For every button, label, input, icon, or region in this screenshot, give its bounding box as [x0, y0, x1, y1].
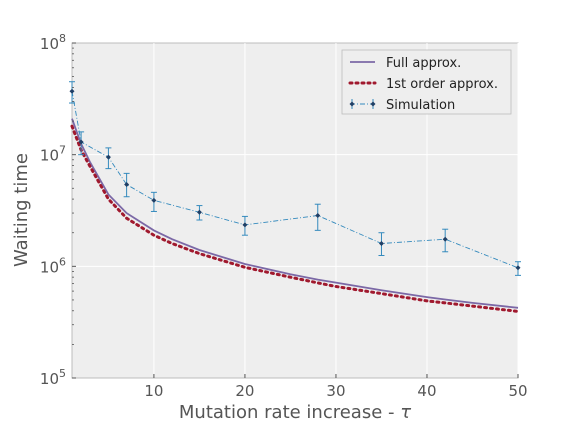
y-axis-label: Waiting time — [11, 153, 32, 267]
series-line — [71, 118, 519, 309]
x-axis-label: Mutation rate increase - τ — [179, 402, 411, 423]
legend-label: Simulation — [386, 98, 455, 113]
data-point — [69, 88, 75, 94]
legend-marker — [349, 101, 355, 107]
x-tick-label: 40 — [417, 382, 436, 400]
x-tick-label: 30 — [326, 382, 345, 400]
series-line — [70, 124, 520, 313]
data-point — [242, 222, 248, 228]
data-point — [442, 236, 448, 242]
y-tick-label: 105 — [40, 367, 66, 388]
legend-label: Full approx. — [386, 56, 461, 71]
y-tick-label: 107 — [40, 144, 66, 165]
x-axis-ticks: 10 20 30 40 50 — [144, 374, 528, 400]
legend: Full approx. 1st order approx. Simulation — [341, 49, 512, 115]
data-point — [515, 265, 521, 271]
legend-marker — [370, 101, 376, 107]
x-tick-label: 20 — [235, 382, 254, 400]
data-point — [378, 241, 384, 247]
data-point — [315, 213, 321, 219]
data-point — [78, 139, 84, 145]
data-point — [196, 209, 202, 215]
series-layer — [69, 81, 521, 313]
data-point — [124, 182, 130, 188]
data-point — [151, 197, 157, 203]
y-tick-label: 108 — [40, 32, 66, 53]
grid — [72, 43, 519, 378]
series-2 — [69, 81, 521, 276]
x-tick-label: 50 — [508, 382, 527, 400]
series-0 — [71, 118, 519, 309]
series-1 — [70, 124, 520, 313]
x-tick-label: 10 — [144, 382, 163, 400]
legend-label: 1st order approx. — [386, 77, 498, 92]
tau-symbol: τ — [400, 402, 411, 423]
data-point — [105, 154, 111, 160]
y-axis-ticks: 105 106 107 108 — [40, 32, 76, 388]
y-tick-label: 106 — [40, 255, 66, 276]
